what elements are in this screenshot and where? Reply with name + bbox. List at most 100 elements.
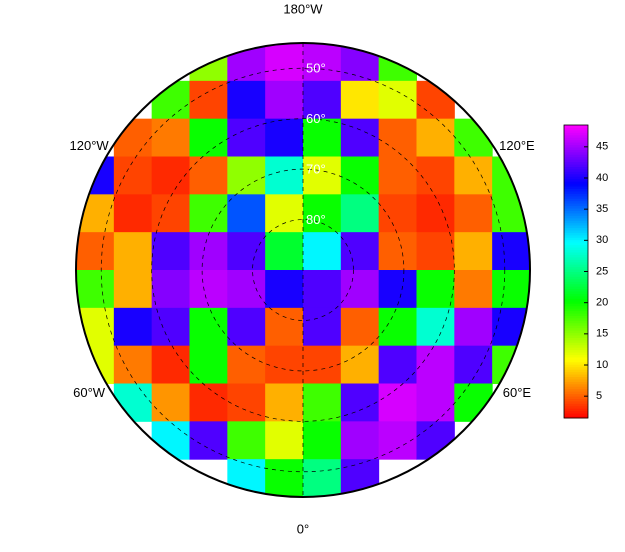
data-cell [378, 307, 417, 347]
colorbar-step [564, 386, 588, 390]
data-cell [340, 345, 380, 384]
colorbar-step [564, 278, 588, 282]
colorbar-step [564, 137, 588, 141]
data-cell [454, 270, 493, 309]
colorbar-step [564, 361, 588, 365]
colorbar-step [564, 125, 588, 128]
data-cell [227, 43, 266, 82]
colorbar-step [564, 344, 588, 348]
colorbar-step [564, 144, 588, 148]
colorbar-step [564, 288, 588, 292]
data-cell [76, 232, 115, 271]
data-cell [378, 232, 417, 271]
colorbar-step [564, 222, 588, 226]
colorbar-label: 5 [596, 390, 602, 402]
data-cell [454, 156, 493, 195]
colorbar-step [564, 154, 588, 158]
colorbar-step [564, 313, 588, 316]
colorbar-step [564, 315, 588, 319]
longitude-label: 120°W [70, 138, 110, 153]
data-cell [189, 118, 228, 157]
data-cell [340, 270, 380, 309]
colorbar-step [564, 142, 588, 146]
data-cell [151, 307, 190, 347]
data-cell [416, 270, 455, 309]
data-cell [454, 232, 493, 271]
colorbar-step [564, 186, 588, 189]
colorbar-step [564, 249, 588, 253]
data-cell [378, 383, 417, 422]
colorbar-step [564, 237, 588, 241]
colorbar-step [564, 366, 588, 370]
colorbar-step [564, 200, 588, 204]
colorbar-label: 30 [596, 234, 608, 246]
colorbar-step [564, 322, 588, 326]
colorbar-step [564, 227, 588, 231]
colorbar-step [564, 378, 588, 382]
data-cell [378, 194, 417, 233]
data-cell [340, 156, 380, 195]
colorbar-step [564, 337, 588, 341]
latitude-label: 60° [306, 111, 326, 126]
colorbar-step [564, 364, 588, 368]
colorbar-step [564, 156, 588, 160]
data-cell [416, 307, 455, 347]
data-cell [492, 270, 530, 309]
data-cell [227, 383, 266, 422]
colorbar-step [564, 388, 588, 392]
colorbar-step [564, 273, 588, 277]
colorbar-step [564, 391, 588, 395]
colorbar-step [564, 305, 588, 309]
longitude-label: 60°W [73, 385, 106, 400]
data-cell [227, 118, 266, 157]
colorbar-step [564, 320, 588, 324]
colorbar-step [564, 281, 588, 285]
data-cell [189, 383, 228, 422]
colorbar-step [564, 269, 588, 272]
data-cell [76, 194, 115, 233]
colorbar-step [564, 264, 588, 268]
colorbar-step [564, 374, 588, 377]
data-cell [189, 194, 228, 233]
colorbar-step [564, 198, 588, 202]
colorbar-step [564, 413, 588, 417]
colorbar-step [564, 129, 588, 133]
colorbar-step [564, 203, 588, 207]
data-cell [189, 232, 228, 271]
overlay: 50° 60° 70° 80° 180°W 120°W 120°E 60°W 60°E 0° 5 10… [70, 1, 609, 536]
latitude-circle [201, 168, 405, 372]
latitude-circle [252, 219, 354, 321]
data-cell [340, 459, 380, 497]
colorbar-label: 45 [596, 141, 608, 153]
colorbar-step [564, 212, 588, 216]
colorbar-step [564, 408, 588, 412]
colorbar-step [564, 283, 588, 287]
data-cell [340, 232, 380, 271]
colorbar-step [564, 176, 588, 180]
colorbar-step [564, 208, 588, 211]
data-cell [454, 307, 493, 347]
colorbar-step [564, 178, 588, 182]
colorbar-step [564, 149, 588, 153]
colorbar-label: 40 [596, 172, 608, 184]
colorbar-step [564, 400, 588, 404]
colorbar-step [564, 146, 588, 150]
colorbar-step [564, 293, 588, 297]
colorbar-step [564, 183, 588, 187]
colorbar-step [564, 239, 588, 243]
colorbar-step [564, 259, 588, 263]
data-cell [303, 421, 342, 460]
data-cell [113, 270, 153, 309]
data-cell [189, 270, 228, 309]
colorbar-step [564, 266, 588, 270]
data-cell [340, 43, 380, 82]
data-cell [151, 156, 190, 195]
data-cell [378, 80, 417, 120]
data-cell [227, 421, 266, 460]
data-cell [227, 80, 266, 120]
colorbar-step [564, 171, 588, 175]
colorbar-step [564, 349, 588, 353]
data-cell [303, 383, 342, 422]
data-cell [113, 345, 153, 384]
